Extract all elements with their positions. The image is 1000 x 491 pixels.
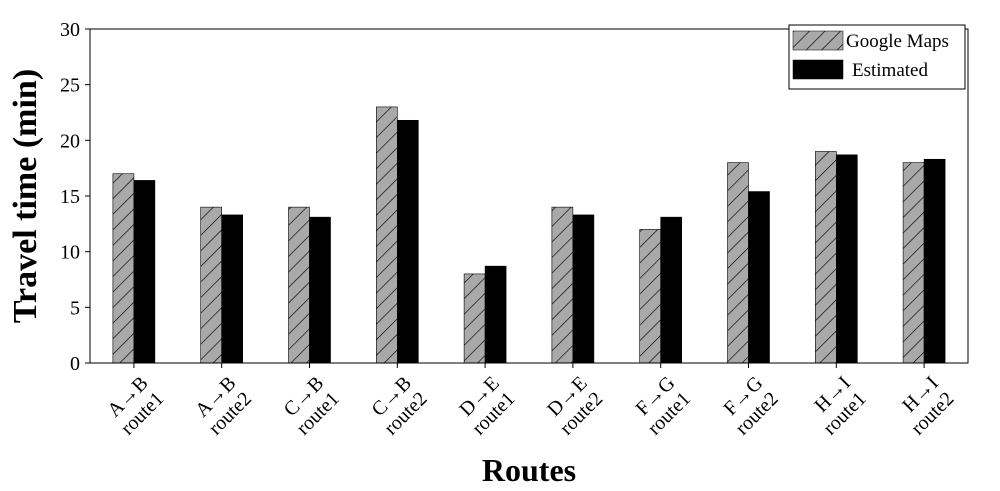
- x-tick-label: H→Iroute1: [803, 372, 870, 439]
- bar-google-maps-1: [112, 173, 135, 364]
- bar-google-maps-4: [375, 106, 398, 364]
- legend-swatch-google-maps: [792, 30, 844, 51]
- x-tick-label: D→Eroute2: [540, 372, 607, 439]
- y-tick-label: 0: [70, 353, 80, 375]
- bar-google-maps-6: [551, 206, 574, 364]
- y-axis-title: Travel time (min): [7, 69, 44, 323]
- y-tick-label: 15: [60, 186, 80, 208]
- bar-estimated-7: [660, 216, 683, 364]
- x-axis: A→Broute1 A→Broute2 C→Broute1 C→Broute2 D→Er…: [101, 363, 958, 439]
- bar-estimated-10: [923, 158, 946, 364]
- bar-google-maps-9: [814, 151, 837, 364]
- legend-swatch-estimated: [792, 59, 844, 80]
- bar-estimated-2: [221, 214, 243, 364]
- bar-google-maps-2: [200, 206, 222, 364]
- x-tick-label: H→Iroute2: [891, 372, 958, 439]
- y-axis: 0 5 10 15 20 25 30: [60, 19, 90, 375]
- x-tick-label: C→Broute1: [277, 372, 344, 439]
- legend-label-google-maps: Google Maps: [846, 31, 949, 52]
- x-tick-label: A→Broute2: [189, 372, 256, 439]
- plot-frame: [89, 28, 969, 364]
- y-tick-label: 25: [60, 75, 80, 97]
- x-tick-label: F→Groute1: [628, 372, 695, 439]
- bar-estimated-1: [133, 180, 156, 364]
- bar-estimated-5: [484, 265, 507, 364]
- y-tick-label: 20: [60, 130, 80, 152]
- bar-estimated-9: [835, 154, 858, 364]
- bar-estimated-6: [572, 214, 595, 364]
- bar-estimated-3: [309, 216, 331, 364]
- x-axis-title: Routes: [482, 452, 576, 488]
- x-tick-label: F→Groute2: [716, 372, 783, 439]
- legend-label-estimated: Estimated: [852, 60, 928, 81]
- y-tick-label: 30: [60, 19, 80, 41]
- x-tick-label: D→Eroute1: [452, 372, 519, 439]
- x-tick-label: A→Broute1: [101, 372, 168, 439]
- bar-google-maps-8: [727, 162, 749, 364]
- legend: Google Maps Estimated: [788, 24, 966, 90]
- bar-estimated-4: [396, 119, 419, 364]
- bar-google-maps-10: [902, 162, 925, 364]
- y-tick-label: 10: [60, 242, 80, 264]
- bar-google-maps-5: [463, 273, 486, 364]
- bar-google-maps-7: [639, 229, 662, 364]
- y-tick-label: 5: [70, 297, 80, 319]
- x-tick-label: C→Broute2: [364, 372, 431, 439]
- bar-estimated-8: [748, 191, 770, 364]
- bars-group: [112, 106, 946, 364]
- bar-google-maps-3: [288, 206, 310, 364]
